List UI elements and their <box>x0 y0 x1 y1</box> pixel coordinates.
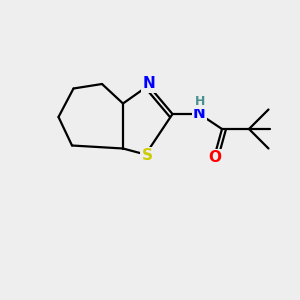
Text: N: N <box>193 106 206 122</box>
Text: O: O <box>208 150 221 165</box>
Text: H: H <box>195 95 205 108</box>
Text: S: S <box>142 148 152 164</box>
Text: N: N <box>142 76 155 92</box>
